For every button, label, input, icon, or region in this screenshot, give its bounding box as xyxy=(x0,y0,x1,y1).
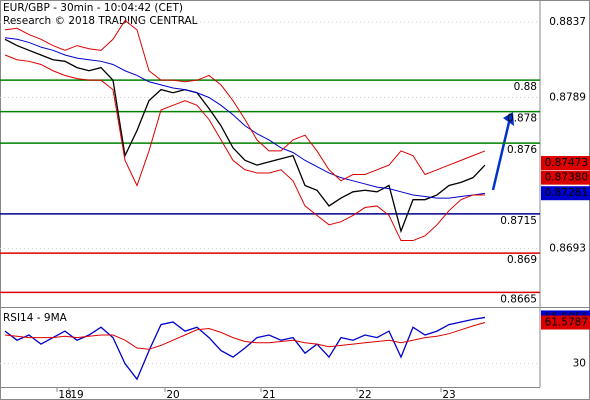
x-tick-label: 20 xyxy=(166,389,179,400)
x-tick-label: 23 xyxy=(442,389,455,400)
level-label: 0.8665 xyxy=(500,293,537,305)
value-marker xyxy=(541,186,590,201)
y-tick-label: 0.8789 xyxy=(549,91,586,103)
rsi-title: RSI14 - 9MA xyxy=(3,312,68,324)
x-tick-label: 21 xyxy=(262,389,275,400)
value-marker xyxy=(541,156,590,171)
series-line xyxy=(4,19,486,182)
forecast-arrow xyxy=(491,117,512,191)
x-tick-label: 18 xyxy=(58,389,71,400)
x-tick-label: 19 xyxy=(70,389,83,400)
value-marker-label: 0.87380 xyxy=(545,172,588,184)
value-marker xyxy=(541,315,590,330)
y-tick-label: 0.8837 xyxy=(549,16,586,28)
series-line xyxy=(4,322,486,350)
level-label: 0.878 xyxy=(507,113,537,125)
y-tick-label: 30 xyxy=(573,358,586,370)
chart-subtitle: Research © 2018 TRADING CENTRAL xyxy=(3,15,198,27)
value-marker-label: 0.87473 xyxy=(545,157,588,169)
series-line xyxy=(4,54,485,242)
value-marker-label: 0.87281 xyxy=(545,187,588,199)
chart-title: EUR/GBP - 30min - 10:04:42 (CET) xyxy=(3,2,183,14)
series-line xyxy=(4,316,486,381)
series-line xyxy=(4,38,486,234)
forecast-arrowhead xyxy=(503,112,514,126)
level-label: 0.8715 xyxy=(500,215,537,227)
value-marker xyxy=(541,170,590,185)
level-label: 0.876 xyxy=(507,144,537,156)
level-label: 0.869 xyxy=(507,254,537,266)
value-marker-label: 61.5787 xyxy=(545,317,588,329)
y-tick-label: 0.8693 xyxy=(549,242,586,254)
level-label: 0.88 xyxy=(514,81,537,93)
series-line xyxy=(4,37,486,199)
x-tick-label: 22 xyxy=(358,389,371,400)
